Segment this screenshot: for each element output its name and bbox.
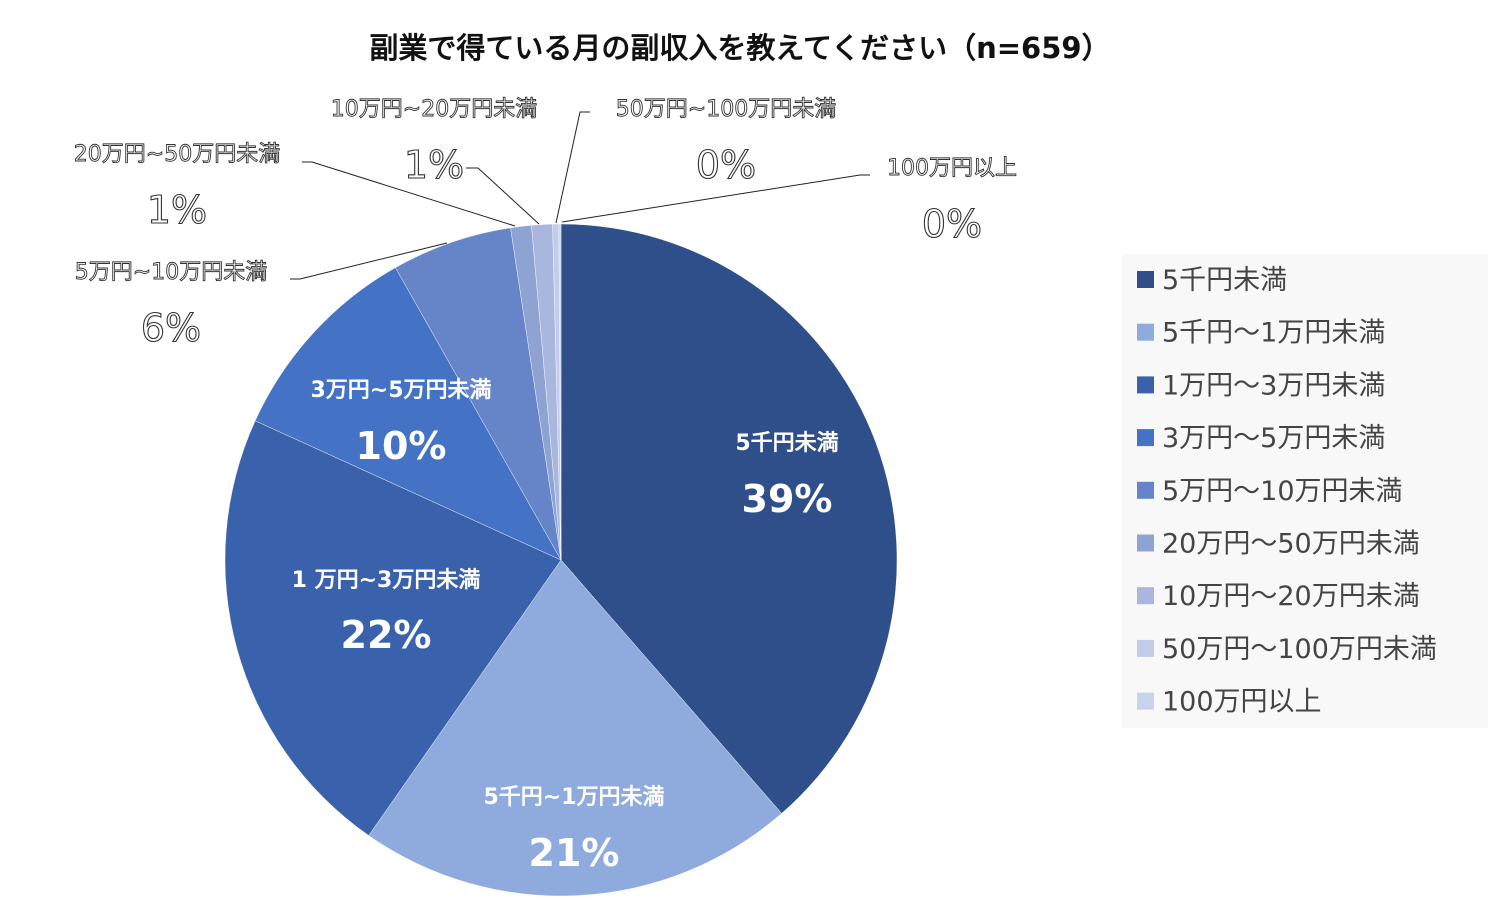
- legend-swatch: [1137, 587, 1154, 605]
- data-label-name: 100万円以上: [887, 156, 1017, 181]
- data-label-name: 5千円~1万円未満: [483, 784, 664, 810]
- pie-slice-4: [395, 227, 562, 561]
- legend-entry: 10万円～20万円未満: [1162, 581, 1420, 612]
- leader-line-20man-50man: [302, 161, 516, 227]
- chart-title: 副業で得ている月の副収入を教えてください（n=659）: [369, 31, 1110, 65]
- data-label-pct: 0%: [696, 143, 756, 187]
- legend-swatch: [1137, 692, 1154, 710]
- data-label-pct: 0%: [922, 202, 982, 246]
- legend-swatch: [1137, 639, 1154, 657]
- legend-swatch: [1137, 534, 1154, 552]
- pie-slice-3: [254, 267, 562, 561]
- data-label-pct: 39%: [742, 477, 833, 521]
- data-label-pct: 21%: [529, 831, 620, 875]
- pie-slice-8: [558, 223, 562, 561]
- legend-swatch: [1137, 481, 1154, 499]
- data-label-name: 50万円~100万円未満: [616, 97, 836, 122]
- leader-line-100man-over: [561, 174, 870, 223]
- pie-slice-0: [560, 223, 898, 814]
- data-label-pct: 1%: [404, 143, 464, 187]
- legend-swatch: [1137, 429, 1154, 447]
- legend-entry: 1万円～3万円未満: [1162, 370, 1385, 401]
- leader-line-5man-10man: [290, 242, 448, 280]
- data-label-name: 5千円未満: [735, 430, 838, 456]
- legend-entry: 100万円以上: [1162, 687, 1322, 718]
- pie-slices: [224, 223, 898, 897]
- pie-slice-1: [368, 559, 782, 897]
- pie-slice-2: [224, 420, 562, 836]
- data-label-name: 3万円~5万円未満: [310, 377, 491, 403]
- legend-entry: 3万円～5万円未満: [1162, 423, 1385, 454]
- data-label-name: 1 万円~3万円未満: [292, 567, 481, 593]
- data-label-name: 20万円~50万円未満: [74, 142, 280, 167]
- data-label-name: 5万円~10万円未満: [75, 260, 267, 285]
- legend-swatch: [1137, 271, 1154, 288]
- legend-box: [1122, 254, 1488, 728]
- legend: 5千円未満 5千円～1万円未満 1万円～3万円未満 3万円～5万円未満 5万円～10万円…: [1137, 265, 1437, 718]
- legend-entry: 20万円～50万円未満: [1162, 529, 1420, 560]
- data-label-pct: 22%: [341, 613, 432, 657]
- leader-line-50man-100man: [555, 111, 590, 224]
- data-label-pct: 10%: [356, 424, 447, 468]
- legend-entry: 50万円～100万円未満: [1162, 634, 1437, 665]
- legend-entry: 5千円未満: [1162, 265, 1287, 296]
- data-label-pct: 6%: [141, 306, 201, 350]
- data-label-name: 10万円~20万円未満: [331, 97, 537, 122]
- legend-entry: 5千円～1万円未満: [1162, 318, 1385, 349]
- leader-line-10man-20man: [466, 167, 540, 225]
- legend-swatch: [1137, 323, 1154, 341]
- legend-entry: 5万円～10万円未満: [1162, 476, 1403, 507]
- data-label-pct: 1%: [147, 188, 207, 232]
- legend-swatch: [1137, 376, 1154, 394]
